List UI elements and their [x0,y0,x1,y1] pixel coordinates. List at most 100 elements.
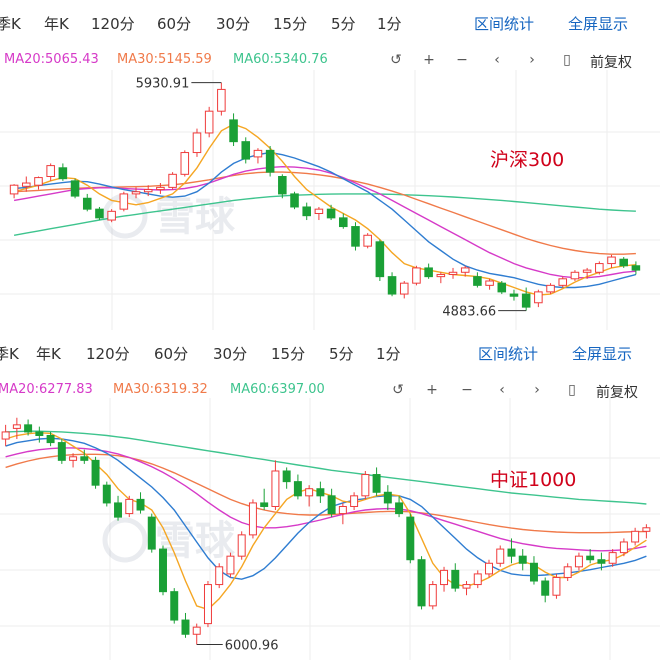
fullscreen-link[interactable]: 全屏显示 [568,15,629,33]
ma60-line [13,193,636,236]
candle [217,82,226,116]
candle [372,467,381,496]
minus-icon-2[interactable]: − [461,382,473,398]
chevron-left-icon-2[interactable]: ‹ [499,382,505,398]
candle [22,176,31,192]
range-stats-link[interactable]: 区间统计 [474,15,535,33]
candle [143,185,153,197]
tab-quarter-k[interactable]: 季K [0,15,21,33]
plus-icon[interactable]: + [423,52,435,68]
tab-15min[interactable]: 15分 [273,15,308,33]
tab-quarter-k-2[interactable]: 季K [0,345,19,363]
candle [363,233,372,249]
tab-120min-2[interactable]: 120分 [86,345,130,363]
grid-lines [0,70,660,330]
period-tab-bar: 季K 年K 120分 60分 30分 15分 5分 1分 区间统计 全屏显示 [0,0,660,42]
tab-30min[interactable]: 30分 [216,15,251,33]
ma30-line [14,171,636,255]
tab-year-k[interactable]: 年K [44,15,69,33]
undo-arrow-icon-2[interactable]: ↺ [392,382,404,398]
tab-1min-2[interactable]: 1分 [376,345,401,363]
candle [339,213,348,229]
candle [631,261,641,275]
tab-120min[interactable]: 120分 [91,15,135,33]
candle [541,577,550,603]
candle [619,538,628,557]
ma20-readout: MA20:5065.43 [4,52,99,67]
candle [80,449,89,464]
plus-icon-2[interactable]: + [426,382,438,398]
candle [180,150,190,177]
watermark-text: 雪球 [155,194,236,240]
candle [168,172,177,190]
tab-5min[interactable]: 5分 [331,15,356,33]
candle [192,623,201,645]
tab-60min[interactable]: 60分 [157,15,192,33]
candle [496,545,505,567]
tab-1min[interactable]: 1分 [377,15,402,33]
undo-arrow-icon[interactable]: ↺ [390,52,402,68]
candle [497,280,507,295]
candle [448,267,458,279]
tab-15min-2[interactable]: 15分 [271,345,306,363]
candle [147,513,156,553]
chevron-right-icon[interactable]: › [529,52,535,68]
candle [1,424,10,447]
candle [136,492,145,514]
range-stats-link-2[interactable]: 区间统计 [478,345,539,363]
candle [586,549,595,564]
candle [278,174,287,199]
candlestick-icon-2[interactable]: ▯ [568,382,576,398]
xueqiu-watermark-icon: 雪球 [102,517,236,564]
minus-icon[interactable]: − [456,52,468,68]
candle [293,474,302,500]
candle [595,261,604,275]
csi300-kline-chart[interactable]: 雪球 5930.91 4883.66 沪深300 [0,0,660,330]
candle [181,612,190,638]
fullscreen-link-2[interactable]: 全屏显示 [572,345,633,363]
price-adjust-toggle[interactable]: 前复权 [590,55,632,71]
ma20-readout-2: MA20:6277.83 [0,382,93,397]
candle [351,222,360,251]
tab-60min-2[interactable]: 60分 [154,345,189,363]
csi1000-kline-chart[interactable]: 雪球 6000.96 中证1000 [0,330,660,660]
price-adjust-toggle-2[interactable]: 前复权 [596,385,638,401]
candle [361,470,370,500]
candle [95,206,104,221]
ma60-line [5,430,647,505]
candle [46,431,55,447]
candle [518,549,527,571]
tab-5min-2[interactable]: 5分 [329,345,354,363]
candle [406,513,415,564]
ma10-line [14,151,637,289]
period-tab-bar-2: 季K 年K 120分 60分 30分 15分 5分 1分 区间统计 全屏显示 [0,330,660,372]
candle [35,426,44,443]
chevron-right-icon-2[interactable]: › [534,382,540,398]
ma30-line [5,453,647,534]
candle [574,552,583,571]
candle [203,581,212,628]
low-value-label: 4883.66 [442,305,496,320]
candle [412,265,421,286]
ma20-line [5,447,647,552]
tab-year-k-2[interactable]: 年K [36,345,61,363]
low-value-label: 6000.96 [225,639,279,654]
ma5-line [13,123,636,296]
candle [424,263,433,279]
csi1000-chart-panel: 雪球 6000.96 中证1000 季K 年K 120分 60分 30分 15分 5… [0,330,660,660]
candle [24,419,33,436]
candle [229,113,238,147]
candle [350,492,359,511]
candle [125,495,134,518]
candle [192,128,202,157]
candle [375,239,385,281]
tab-30min-2[interactable]: 30分 [213,345,248,363]
candle [226,552,235,578]
candle [290,191,299,210]
candle [282,467,291,489]
candlestick-icon[interactable]: ▯ [563,52,571,68]
candle [260,488,269,511]
candle [248,499,257,539]
chevron-left-icon[interactable]: ‹ [494,52,500,68]
ma60-readout-2: MA60:6397.00 [230,382,325,397]
